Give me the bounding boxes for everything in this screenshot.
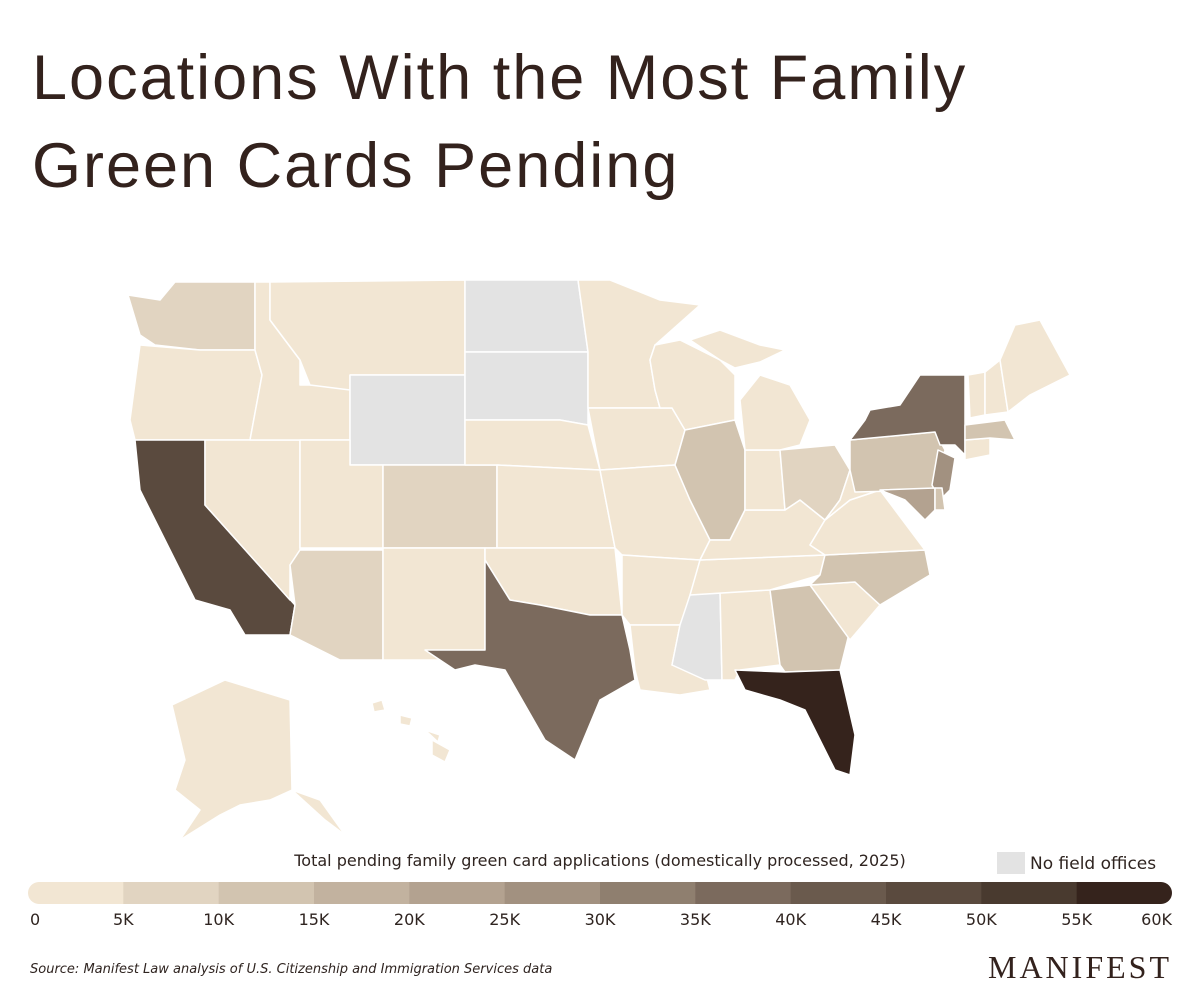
region-shape — [967, 371, 986, 419]
region-shape — [734, 669, 856, 776]
region-shape — [464, 279, 589, 353]
region-shape — [349, 374, 466, 466]
region — [371, 699, 451, 763]
colorbar-segment — [218, 882, 315, 904]
colorbar-segment — [28, 882, 124, 904]
region-shape — [129, 344, 263, 441]
colorbar-segment — [695, 882, 792, 904]
region-shape — [431, 739, 451, 763]
region — [587, 407, 686, 471]
region — [289, 549, 384, 661]
region — [464, 419, 601, 471]
region — [129, 344, 263, 441]
colorbar-tick-label: 40K — [775, 910, 806, 929]
region-shape — [934, 487, 946, 511]
colorbar-tick-label: 30K — [585, 910, 616, 929]
region-shape — [739, 374, 811, 451]
region — [127, 281, 256, 351]
region-shape — [719, 589, 781, 681]
region-shape — [464, 419, 601, 471]
colorbar-tick-label: 35K — [680, 910, 711, 929]
region — [496, 464, 616, 549]
region-shape — [382, 464, 498, 549]
region-shape — [964, 419, 1016, 441]
brand: MANIFEST — [988, 949, 1172, 985]
source: Source: Manifest Law analysis of U.S. Ci… — [30, 962, 552, 977]
region — [171, 679, 346, 841]
region — [934, 487, 946, 511]
colorbar-segment — [504, 882, 601, 904]
region-shape — [291, 789, 346, 836]
colorbar-segment — [123, 882, 220, 904]
colorbar — [28, 882, 1172, 904]
region — [424, 559, 636, 761]
colorbar-tick-label: 50K — [966, 910, 997, 929]
colorbar-segment — [409, 882, 506, 904]
region-shape — [382, 547, 486, 661]
region — [964, 437, 991, 461]
region — [967, 371, 986, 419]
region-shape — [399, 714, 413, 727]
region-shape — [999, 319, 1071, 413]
region-shape — [464, 351, 589, 426]
region — [382, 547, 486, 661]
region — [382, 464, 498, 549]
region — [719, 589, 781, 681]
colorbar-segment — [886, 882, 982, 904]
region-shape — [424, 729, 441, 743]
colorbar-tick-label: 20K — [394, 910, 425, 929]
colorbar-segment — [981, 882, 1078, 904]
colorbar-title: Total pending family green card applicat… — [293, 851, 906, 870]
title: Locations With the Most Family Green Car… — [32, 43, 968, 201]
colorbar-segment — [314, 882, 410, 904]
no-data-label: No field offices — [1030, 854, 1156, 874]
region-shape — [127, 281, 256, 351]
region-shape — [496, 464, 616, 549]
region — [734, 669, 856, 776]
colorbar-segment — [600, 882, 696, 904]
no-data-swatch — [997, 852, 1025, 874]
colorbar-tick-label: 25K — [489, 910, 520, 929]
colorbar-tick-label: 60K — [1141, 910, 1172, 929]
colorbar-tick-label: 0 — [30, 910, 40, 929]
region-shape — [849, 431, 946, 493]
colorbar-tick-label: 45K — [871, 910, 902, 929]
region-shape — [371, 699, 386, 713]
no-data-region — [349, 374, 466, 466]
region — [964, 419, 1016, 441]
colorbar-segment — [1076, 882, 1172, 904]
no-data-region — [464, 351, 589, 426]
no-data-region — [464, 279, 589, 353]
region-shape — [587, 407, 686, 471]
region-shape — [424, 559, 636, 761]
colorbar-segment — [790, 882, 887, 904]
region — [849, 431, 946, 493]
colorbar-tick-label: 15K — [299, 910, 330, 929]
region-shape — [964, 437, 991, 461]
colorbar-tick-label: 10K — [203, 910, 234, 929]
colorbar-tick-label: 5K — [113, 910, 134, 929]
region — [999, 319, 1071, 413]
region-shape — [289, 549, 384, 661]
region — [879, 487, 936, 521]
region-shape — [879, 487, 936, 521]
region — [744, 449, 786, 511]
region-shape — [689, 329, 786, 369]
region-shape — [744, 449, 786, 511]
region-shape — [171, 679, 293, 841]
colorbar-tick-label: 55K — [1061, 910, 1092, 929]
region — [689, 329, 811, 451]
